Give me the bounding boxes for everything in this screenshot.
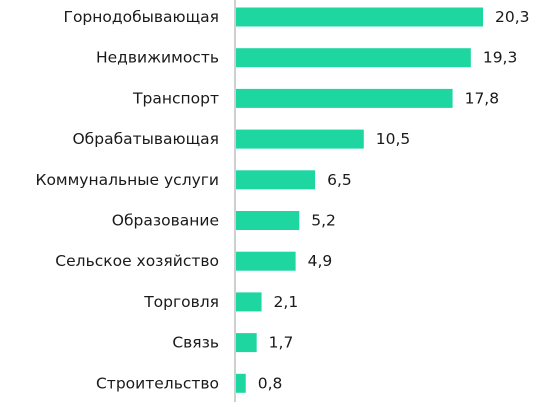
category-label: Образование	[112, 212, 219, 230]
bar	[236, 251, 296, 271]
category-label: Связь	[172, 334, 219, 352]
value-label: 10,5	[376, 130, 411, 148]
bar	[236, 292, 262, 312]
value-label: 5,2	[311, 212, 336, 230]
value-label: 4,9	[308, 252, 333, 270]
value-label: 19,3	[483, 49, 518, 67]
bar	[236, 129, 364, 149]
category-label: Горнодобывающая	[64, 8, 220, 26]
bar	[236, 211, 300, 230]
category-label: Строительство	[96, 374, 219, 392]
bar	[236, 48, 471, 68]
value-label: 2,1	[274, 293, 299, 311]
bar	[236, 170, 316, 190]
value-label: 1,7	[269, 334, 294, 352]
value-label: 17,8	[465, 89, 500, 107]
category-label: Коммунальные услуги	[35, 171, 219, 189]
value-label: 20,3	[495, 8, 530, 26]
value-label: 0,8	[258, 374, 283, 392]
bar	[236, 373, 246, 393]
bar	[236, 7, 483, 27]
category-label: Торговля	[143, 293, 219, 311]
bar	[236, 333, 257, 353]
category-label: Обрабатывающая	[72, 130, 219, 148]
bars	[236, 7, 483, 393]
bar	[236, 88, 453, 108]
value-label: 6,5	[327, 171, 352, 189]
category-label: Недвижимость	[96, 49, 219, 67]
value-labels: 20,3 19,3 17,8 10,5 6,5 5,2 4,9 2,1 1,7 0,8	[258, 8, 530, 392]
category-label: Сельское хозяйство	[55, 252, 219, 270]
category-labels: Горнодобывающая Недвижимость Транспорт Обра…	[35, 8, 219, 392]
category-label: Транспорт	[132, 89, 219, 107]
